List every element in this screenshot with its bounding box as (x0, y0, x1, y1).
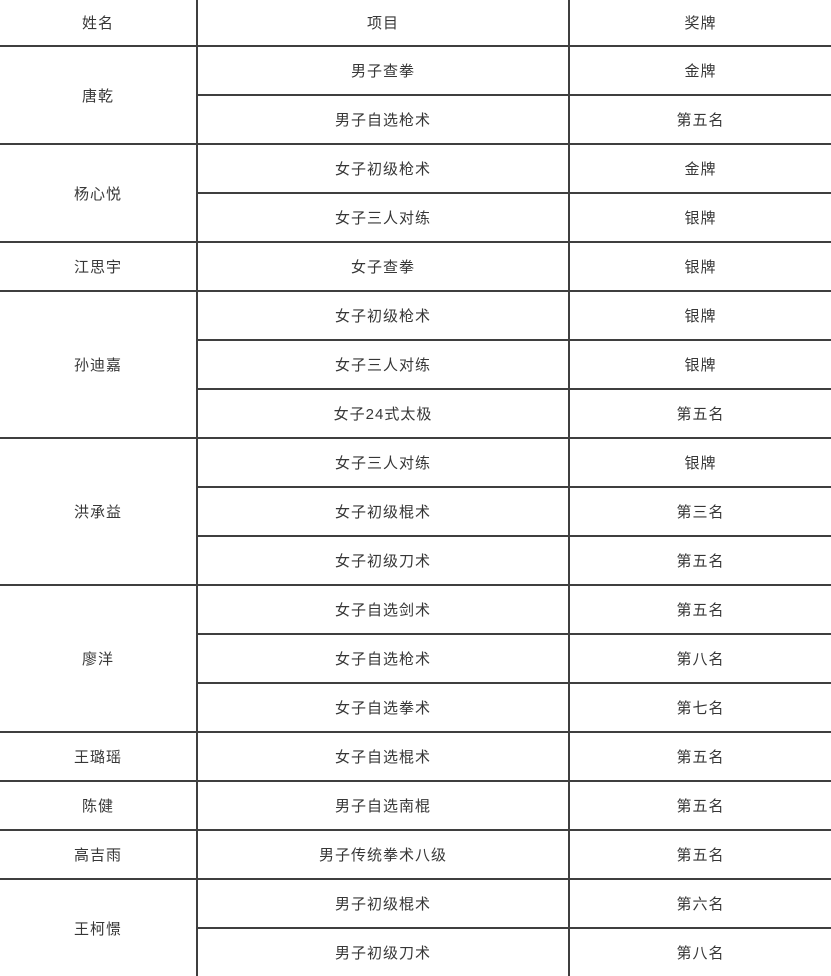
name-cell: 王璐瑶 (0, 732, 198, 782)
table-row: 杨心悦 女子初级枪术 金牌 (0, 144, 831, 243)
table-row: 唐乾 男子查拳 金牌 (0, 46, 831, 145)
medal-cell: 银牌 (568, 438, 831, 488)
table-row: 廖洋 女子自选剑术 第五名 (0, 585, 831, 733)
medal-cell: 第三名 (568, 487, 831, 537)
event-cell: 男子初级棍术 (197, 879, 569, 929)
table-row: 女子初级刀术 第五名 (0, 536, 831, 586)
medal-cell: 第五名 (568, 732, 831, 782)
medal-cell: 银牌 (568, 340, 831, 390)
name-cell: 洪承益 (0, 438, 198, 586)
medal-cell: 金牌 (568, 144, 831, 194)
event-cell: 女子自选拳术 (197, 683, 569, 733)
name-cell: 江思宇 (0, 242, 198, 292)
medal-cell: 第五名 (568, 830, 831, 880)
table-row: 陈健 男子自选南棍 第五名 (0, 781, 831, 831)
event-cell: 女子查拳 (197, 242, 569, 292)
header-medal: 奖牌 (568, 0, 831, 47)
table-row: 王柯憬 男子初级棍术 第六名 (0, 879, 831, 976)
medal-cell: 第五名 (568, 585, 831, 635)
event-cell: 男子自选南棍 (197, 781, 569, 831)
table-row: 女子三人对练 银牌 (0, 340, 831, 390)
medal-cell: 银牌 (568, 242, 831, 292)
header-event: 项目 (197, 0, 569, 47)
event-cell: 女子自选剑术 (197, 585, 569, 635)
table-row: 王璐瑶 女子自选棍术 第五名 (0, 732, 831, 782)
table-row: 洪承益 女子三人对练 银牌 (0, 438, 831, 586)
medal-cell: 银牌 (568, 291, 831, 341)
name-cell: 唐乾 (0, 46, 198, 145)
table-row: 女子三人对练 银牌 (0, 193, 831, 243)
event-cell: 女子初级刀术 (197, 536, 569, 586)
event-cell: 男子初级刀术 (334, 945, 431, 962)
event-cell: 男子查拳 (197, 46, 569, 96)
name-cell: 王柯憬 (0, 879, 198, 976)
medal-cell: 第五名 (568, 95, 831, 145)
table-row: 男子自选枪术 第五名 (0, 95, 831, 145)
name-cell: 高吉雨 (0, 830, 198, 880)
event-cell: 女子24式太极 (197, 389, 569, 439)
table-row: 女子自选拳术 第七名 (0, 683, 831, 733)
table-row: 高吉雨 男子传统拳术八级 第五名 (0, 830, 831, 880)
medal-cell: 银牌 (568, 193, 831, 243)
table-row: 女子24式太极 第五名 (0, 389, 831, 439)
event-cell: 女子初级棍术 (197, 487, 569, 537)
header-row: 姓名 项目 奖牌 (0, 0, 831, 47)
event-cell: 男子传统拳术八级 (197, 830, 569, 880)
event-cell: 女子自选棍术 (197, 732, 569, 782)
event-cell: 女子三人对练 (197, 340, 569, 390)
medal-cell: 第七名 (568, 683, 831, 733)
medal-cell: 第五名 (568, 389, 831, 439)
event-cell: 男子自选枪术 (197, 95, 569, 145)
medal-cell: 第五名 (568, 536, 831, 586)
medal-cell: 第六名 (568, 879, 831, 929)
event-cell: 女子初级枪术 (197, 291, 569, 341)
table-row: 孙迪嘉 女子初级枪术 银牌 (0, 291, 831, 439)
medal-cell: 第八名 (568, 634, 831, 684)
name-cell: 廖洋 (0, 585, 198, 733)
event-cell: 女子自选枪术 (197, 634, 569, 684)
table-row: 女子自选枪术 第八名 (0, 634, 831, 684)
table-row: 江思宇 女子查拳 银牌 (0, 242, 831, 292)
medal-cell: 第八名 (568, 928, 831, 976)
event-cell: 女子三人对练 (197, 438, 569, 488)
name-cell: 陈健 (0, 781, 198, 831)
table-row: 女子初级棍术 第三名 (0, 487, 831, 537)
event-cell: 女子三人对练 (197, 193, 569, 243)
name-cell: 孙迪嘉 (0, 291, 198, 439)
medal-cell: 第五名 (568, 781, 831, 831)
name-cell: 杨心悦 (0, 144, 198, 243)
medal-cell: 金牌 (568, 46, 831, 96)
header-name: 姓名 (0, 0, 198, 47)
event-cell: 女子初级枪术 (197, 144, 569, 194)
